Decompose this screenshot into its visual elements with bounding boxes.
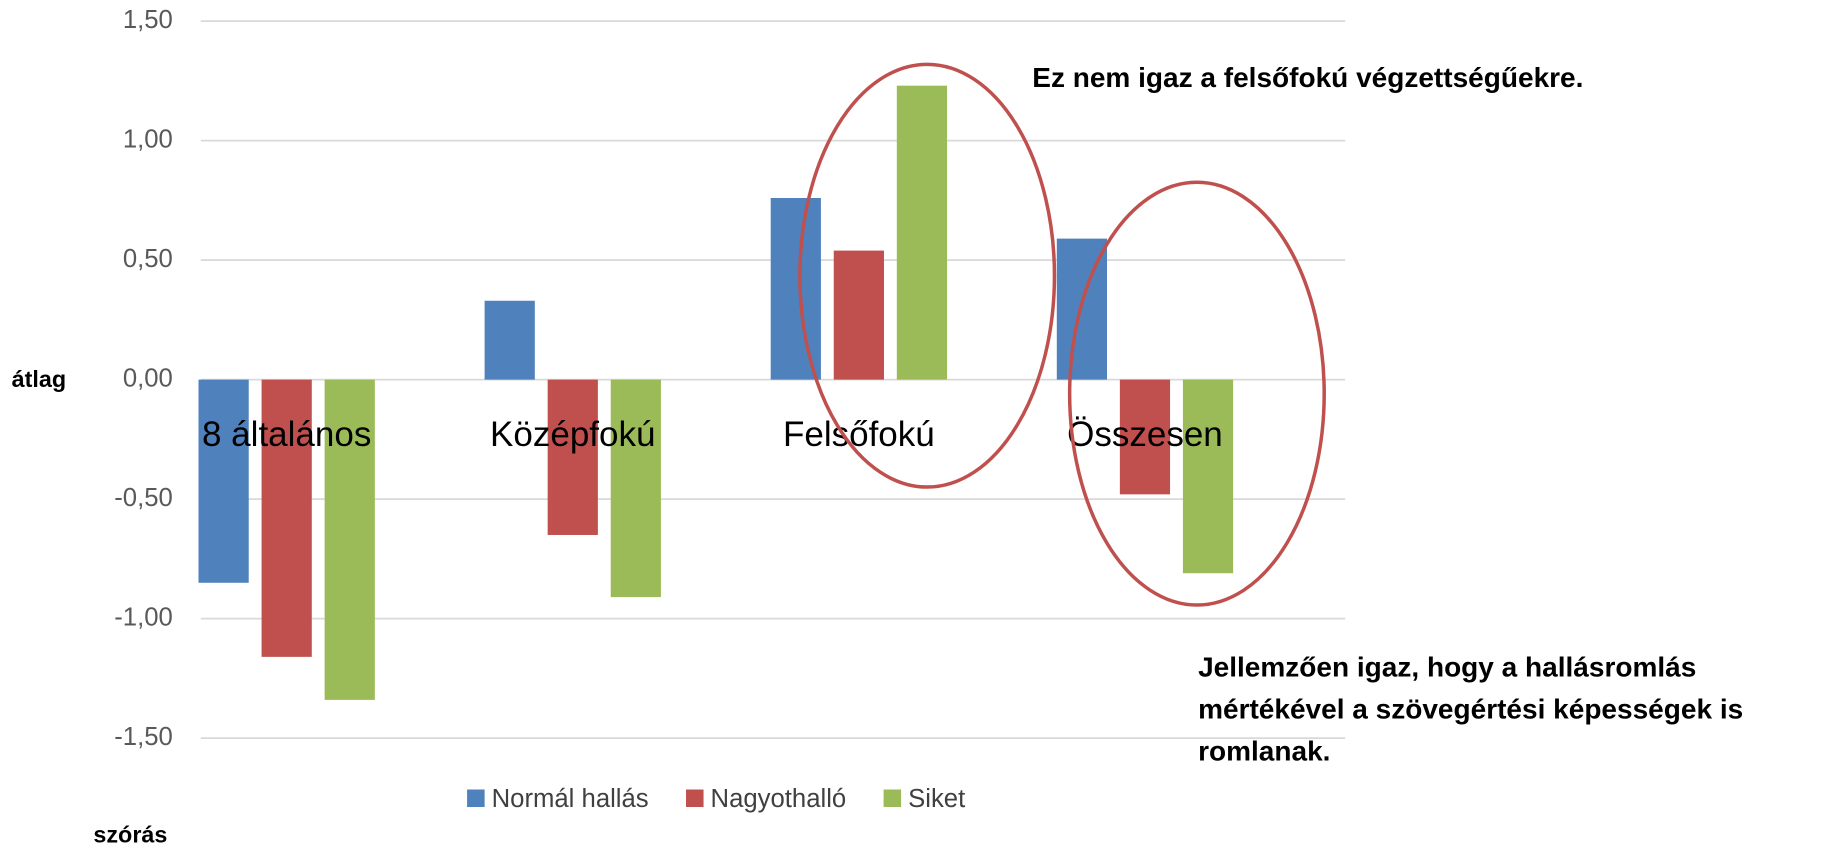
bar: [1182, 379, 1234, 574]
highlight-ellipse: [798, 62, 1057, 489]
bar: [1119, 379, 1171, 495]
bar: [770, 197, 821, 380]
bar: [324, 379, 375, 700]
y-tick-label: -1,00: [114, 603, 173, 631]
bar: [833, 250, 884, 380]
y-tick-label: 1,00: [123, 125, 173, 153]
legend-swatch: [883, 789, 902, 808]
legend-swatch: [686, 789, 704, 808]
bar: [484, 300, 535, 380]
annotation: Ez nem igaz a felsőfokú végzettségűekre.: [1032, 62, 1583, 93]
bar: [547, 379, 598, 535]
annotation: romlanak.: [1198, 736, 1330, 767]
y-tick-label: 0,00: [123, 364, 173, 392]
bar: [198, 379, 249, 583]
annotation: mértékével a szövegértési képességek is: [1198, 694, 1743, 725]
x-axis-label: szórás: [93, 821, 167, 847]
y-axis-label: átlag: [12, 366, 66, 392]
y-tick-label: -0,50: [114, 484, 173, 512]
legend-label: Normál hallás: [492, 785, 649, 813]
annotation: Jellemzően igaz, hogy a hallásromlás: [1198, 652, 1696, 683]
bar: [261, 379, 312, 657]
x-tick-label: 8 általános: [202, 415, 371, 454]
x-tick-label: Középfokú: [490, 415, 655, 454]
bar: [896, 85, 948, 380]
legend-swatch: [467, 789, 485, 808]
x-tick-label: Összesen: [1067, 415, 1223, 454]
y-tick-label: 0,50: [123, 245, 173, 273]
legend-label: Nagyothalló: [711, 785, 847, 813]
x-tick-label: Felsőfokú: [783, 415, 935, 454]
legend-label: Siket: [908, 785, 965, 813]
y-tick-label: -1,50: [114, 723, 173, 751]
y-tick-label: 1,50: [123, 6, 173, 34]
bar: [610, 379, 661, 598]
highlight-ellipse: [1067, 180, 1326, 607]
